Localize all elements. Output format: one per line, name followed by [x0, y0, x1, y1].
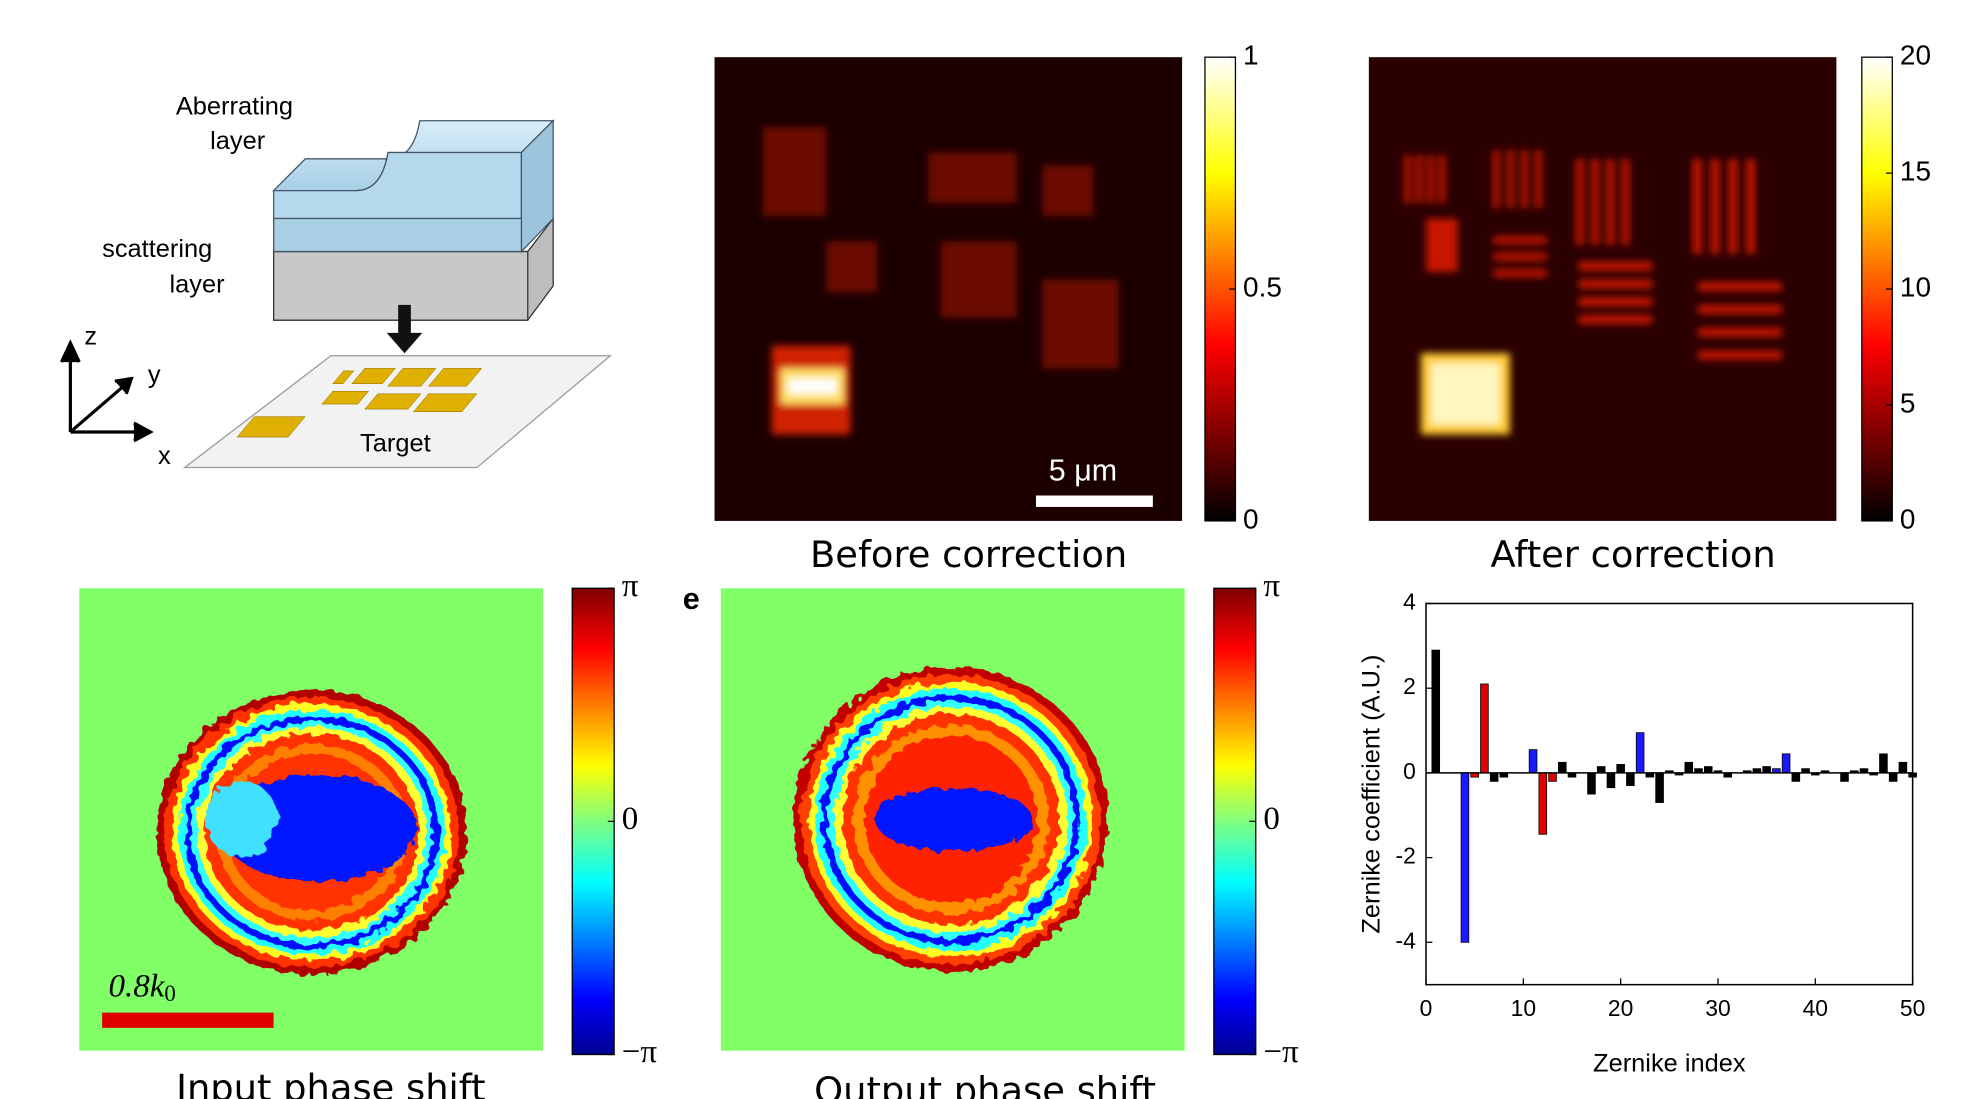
colorbar-tick-label: 15 [1900, 155, 1931, 186]
bar [1889, 773, 1897, 781]
bar [1704, 767, 1712, 773]
label: scattering [102, 235, 212, 263]
label: Aberrating [176, 93, 293, 121]
caption: After correction [1491, 533, 1776, 576]
colorbar-tick-label: π [622, 568, 639, 604]
colorbar-tick-label: 0.5 [1243, 271, 1282, 302]
colorbar-tick-label: π [1263, 568, 1280, 604]
bar [1617, 764, 1625, 772]
label: layer [210, 127, 266, 155]
bar [1461, 773, 1469, 942]
colorbar-tick-label: −π [1263, 1034, 1299, 1070]
colorbar-tick-label: −π [622, 1034, 658, 1070]
x-axis-label: Zernike index [1593, 1049, 1746, 1077]
colorbar-tick-label: 0 [622, 801, 639, 837]
y-tick-label: 0 [1403, 758, 1416, 784]
colorbar-tick-label: 5 [1900, 387, 1916, 418]
schematic: Aberrating layer scattering layer Target… [61, 93, 610, 470]
bar [1636, 733, 1644, 773]
bar [1685, 762, 1693, 773]
bar [1627, 773, 1635, 786]
scale-bar-label: 5 μm [1049, 454, 1117, 488]
y-tick-label: 2 [1403, 673, 1416, 699]
colorbar-tick-label: 0 [1263, 801, 1280, 837]
bar [1481, 684, 1489, 773]
bar [1841, 773, 1849, 781]
bar [1529, 750, 1537, 773]
axis-label: y [148, 361, 161, 389]
x-tick-label: 10 [1511, 995, 1536, 1021]
x-tick-label: 40 [1803, 995, 1828, 1021]
bar [1792, 773, 1800, 781]
output-phase-image: e Output phase shift [683, 582, 1256, 1099]
figure: Aberrating layer scattering layer Target… [0, 0, 1983, 1099]
y-tick-label: -4 [1396, 927, 1417, 953]
after-image: After correction [1369, 57, 1892, 576]
bar [1880, 754, 1888, 773]
x-tick-label: 30 [1705, 995, 1730, 1021]
x-tick-label: 20 [1608, 995, 1633, 1021]
bar [1432, 650, 1440, 773]
x-tick-label: 0 [1420, 995, 1433, 1021]
bar [1597, 767, 1605, 773]
caption: Before correction [810, 533, 1127, 576]
y-axis-label: Zernike coefficient (A.U.) [1357, 655, 1385, 934]
y-tick-label: -2 [1396, 843, 1416, 869]
y-tick-label: 4 [1403, 589, 1416, 615]
bar [1549, 773, 1557, 781]
label: Target [360, 429, 431, 457]
bar [1656, 773, 1664, 803]
bar [1607, 773, 1615, 788]
colorbar-tick-label: 0 [1900, 503, 1916, 534]
colorbar-tick-label: 1 [1243, 40, 1259, 71]
plot-frame [1426, 603, 1913, 984]
caption: Input phase shift [176, 1067, 485, 1099]
bar [1899, 762, 1907, 773]
bar [1763, 767, 1771, 773]
input-phase-image: 0.8k0 Input phase shift [79, 588, 614, 1099]
bar [1588, 773, 1596, 794]
colorbar-tick-label: 0 [1243, 503, 1259, 534]
caption: Output phase shift [814, 1069, 1156, 1099]
bar [1539, 773, 1547, 834]
bar [1490, 773, 1498, 781]
panel-letter: e [683, 582, 700, 616]
before-image: 5 μm Before correction [715, 57, 1236, 576]
colorbar-tick-label: 10 [1900, 271, 1931, 302]
bar [1558, 762, 1566, 773]
colorbar-tick-label: 20 [1900, 40, 1931, 71]
axis-label: x [158, 442, 171, 470]
axis-label: z [84, 323, 97, 351]
x-tick-label: 50 [1900, 995, 1925, 1021]
bar [1782, 754, 1790, 773]
label: layer [169, 271, 225, 299]
